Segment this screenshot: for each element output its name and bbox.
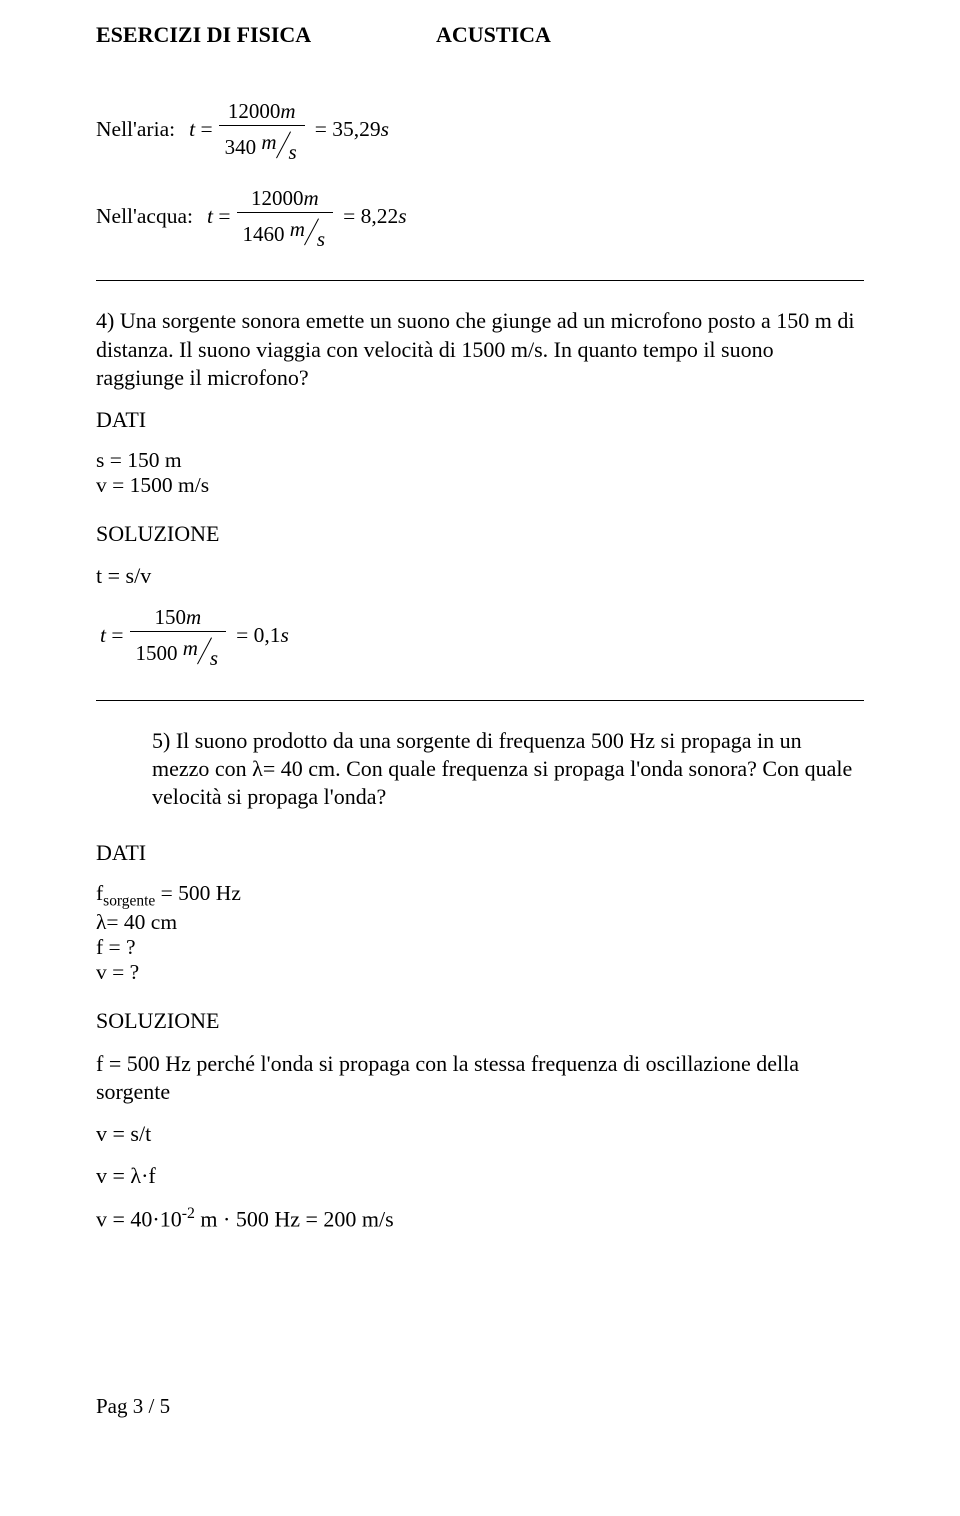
page: ESERCIZI DI FISICA ACUSTICA Nell'aria: t…: [0, 0, 960, 1459]
eq3-fraction: 150m 1500 ms: [130, 606, 227, 665]
eq1-fraction: 12000m 340 ms: [219, 100, 305, 159]
equation-acqua: Nell'acqua: t = 12000m 1460 ms = 8,22s: [96, 187, 864, 246]
eq3-result: 0,1: [254, 623, 281, 647]
header-left: ESERCIZI DI FISICA: [96, 22, 436, 48]
page-footer: Pag 3 / 5: [96, 1394, 864, 1419]
sol5-line4: v = 40·10-2 m · 500 Hz = 200 m/s: [96, 1204, 864, 1233]
sol5-l4b: m · 500 Hz = 200 m/s: [195, 1207, 394, 1232]
sol5-line2: v = s/t: [96, 1120, 864, 1148]
sol5-line3: v = λ·f: [96, 1162, 864, 1190]
soluzione-heading-5: SOLUZIONE: [96, 1007, 864, 1035]
page-header: ESERCIZI DI FISICA ACUSTICA: [96, 22, 864, 48]
dati-heading-5: DATI: [96, 839, 864, 867]
dati-4-line2: v = 1500 m/s: [96, 473, 864, 498]
dati5-line2: λ= 40 cm: [96, 910, 864, 935]
dati5-fsub: sorgente: [103, 892, 155, 909]
sol5-l4exp: -2: [182, 1205, 195, 1222]
eq1-label: Nell'aria:: [96, 117, 175, 142]
dati5-line4: v = ?: [96, 960, 864, 985]
eq2-result: 8,22: [361, 204, 399, 228]
sol5-l4a: v = 40·10: [96, 1207, 182, 1232]
divider-1: [96, 280, 864, 281]
eq2-var: t: [207, 204, 213, 228]
eq2-fraction: 12000m 1460 ms: [237, 187, 334, 246]
header-right: ACUSTICA: [436, 22, 551, 48]
eq3-var: t: [100, 623, 106, 647]
eq1-den: 340: [225, 135, 257, 159]
dati-4-line1: s = 150 m: [96, 448, 864, 473]
sol5-line1: f = 500 Hz perché l'onda si propaga con …: [96, 1050, 864, 1106]
divider-2: [96, 700, 864, 701]
sol4-relation: t = s/v: [96, 562, 864, 590]
problem-4-text: 4) Una sorgente sonora emette un suono c…: [96, 307, 864, 391]
eq3-den: 1500: [136, 641, 178, 665]
dati5-l1b: = 500 Hz: [155, 881, 241, 905]
eq3-num: 150: [154, 605, 186, 629]
eq2-label: Nell'acqua:: [96, 204, 193, 229]
eq1-result: 35,29: [332, 117, 380, 141]
equation-aria: Nell'aria: t = 12000m 340 ms = 35,29s: [96, 100, 864, 159]
eq2-den: 1460: [243, 222, 285, 246]
eq1-var: t: [189, 117, 195, 141]
equation-sol4: t = 150m 1500 ms = 0,1s: [96, 606, 864, 665]
dati5-line1: fsorgente = 500 Hz: [96, 881, 864, 910]
dati5-line3: f = ?: [96, 935, 864, 960]
dati-heading-4: DATI: [96, 406, 864, 434]
problem-5-text: 5) Il suono prodotto da una sorgente di …: [96, 727, 864, 811]
eq1-num: 12000: [228, 99, 281, 123]
soluzione-heading-4: SOLUZIONE: [96, 520, 864, 548]
eq2-num: 12000: [251, 186, 304, 210]
